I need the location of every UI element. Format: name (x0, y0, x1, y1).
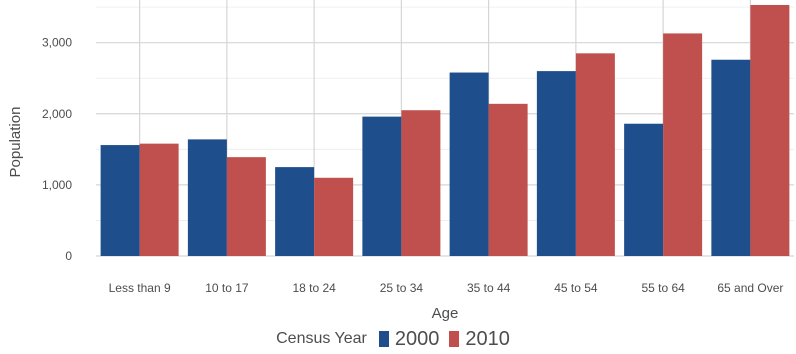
legend-swatch-2010 (449, 331, 460, 347)
bar-2010-7 (750, 4, 790, 256)
bar-2000-4 (449, 72, 489, 257)
x-tick-label: 35 to 44 (467, 281, 511, 295)
x-axis-ticks: Less than 9 10 to 17 18 to 24 25 to 34 35 to… (109, 281, 784, 295)
bar-2010-0 (139, 143, 179, 256)
x-tick-label: 18 to 24 (292, 281, 336, 295)
legend-label-2010: 2010 (465, 327, 510, 350)
y-axis-ticks: 0 1,000 2,000 3,000 (42, 36, 72, 263)
legend-label-2000: 2000 (394, 327, 440, 350)
bar-2000-1 (187, 139, 227, 256)
x-tick-label: 65 and Over (717, 281, 783, 295)
bar-chart: 0 1,000 2,000 3,000 Less than 9 10 to 17 18 t… (7, 0, 794, 322)
x-tick-label: Less than 9 (109, 281, 171, 295)
bar-2010-5 (575, 53, 615, 257)
x-axis-title: Age (432, 305, 459, 322)
legend-item-2010: 2010 (449, 328, 510, 351)
legend: Census Year 2000 2010 (0, 326, 796, 352)
bar-2000-3 (362, 116, 402, 256)
bar-2000-2 (275, 167, 315, 256)
bar-2010-1 (226, 157, 266, 256)
x-tick-label: 55 to 64 (641, 281, 685, 295)
y-axis-title: Population (7, 107, 24, 178)
bar-2000-0 (100, 145, 140, 256)
bar-2010-3 (401, 110, 441, 256)
y-tick-label: 0 (65, 249, 72, 263)
x-tick-label: 45 to 54 (554, 281, 598, 295)
legend-title: Census Year (276, 330, 367, 347)
y-tick-label: 3,000 (42, 36, 72, 50)
legend-swatch-2000 (378, 331, 389, 347)
y-tick-label: 1,000 (42, 178, 72, 192)
x-tick-label: 10 to 17 (205, 281, 249, 295)
bar-2000-7 (711, 59, 751, 256)
y-tick-label: 2,000 (42, 107, 72, 121)
bars (100, 4, 790, 257)
bar-2000-6 (624, 123, 664, 256)
x-tick-label: 25 to 34 (380, 281, 424, 295)
bar-2000-5 (536, 71, 576, 256)
bar-2010-6 (663, 33, 703, 256)
bar-2010-2 (314, 177, 354, 256)
legend-item-2000: 2000 (378, 327, 440, 351)
bar-2010-4 (488, 103, 528, 256)
